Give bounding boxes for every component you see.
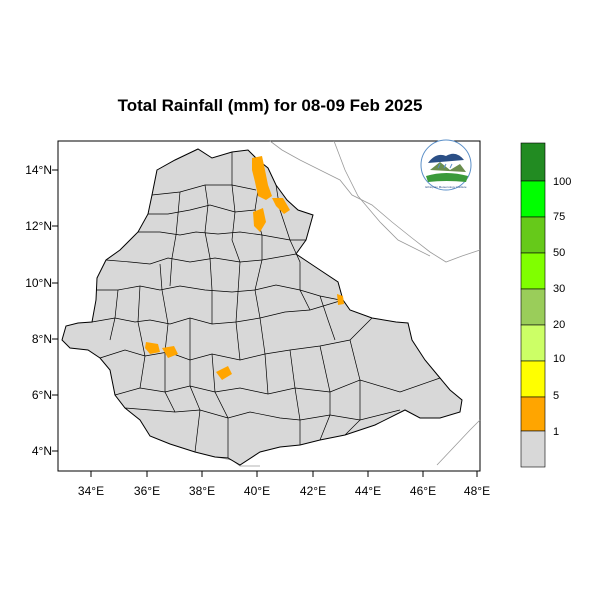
rainfall-legend: 100 75 50 30 20 10 5 1 xyxy=(520,142,571,468)
legend-swatch-20 xyxy=(520,288,546,326)
legend-label: 50 xyxy=(553,247,565,259)
lon-tick-label: 42°E xyxy=(300,484,326,498)
admin-boundaries xyxy=(91,152,441,458)
lat-tick-label: 8°N xyxy=(32,332,52,346)
lat-ticks xyxy=(52,169,58,452)
legend-swatch-75 xyxy=(520,180,546,218)
lon-tick-label: 40°E xyxy=(244,484,270,498)
lon-tick-label: 36°E xyxy=(134,484,160,498)
legend-label: 20 xyxy=(553,319,565,331)
logo-text: Ethiopian Meteorology Institute xyxy=(425,185,467,189)
legend-label: 75 xyxy=(553,211,565,223)
map-title: Total Rainfall (mm) for 08-09 Feb 2025 xyxy=(117,96,423,115)
legend-swatch-30 xyxy=(520,252,546,290)
lon-ticks xyxy=(90,471,478,477)
legend-label: 5 xyxy=(553,390,559,402)
legend-label: 10 xyxy=(553,353,565,365)
legend-label: 30 xyxy=(553,283,565,295)
institute-logo: Ethiopian Meteorology Institute xyxy=(420,139,472,191)
legend-swatch-5 xyxy=(520,360,546,398)
lon-tick-label: 38°E xyxy=(189,484,215,498)
legend-swatch-100 xyxy=(520,142,546,182)
lat-tick-label: 14°N xyxy=(25,163,52,177)
lon-tick-label: 34°E xyxy=(78,484,104,498)
lat-tick-label: 12°N xyxy=(25,219,52,233)
legend-label: 1 xyxy=(553,426,559,438)
country-outline xyxy=(61,148,463,466)
rainfall-areas xyxy=(145,156,344,380)
lat-tick-label: 10°N xyxy=(25,276,52,290)
lat-tick-label: 6°N xyxy=(32,388,52,402)
lon-tick-label: 48°E xyxy=(464,484,490,498)
legend-swatch-below xyxy=(520,430,546,468)
legend-swatch-50 xyxy=(520,216,546,254)
lat-tick-label: 4°N xyxy=(32,444,52,458)
legend-swatch-10 xyxy=(520,324,546,362)
lon-tick-label: 46°E xyxy=(410,484,436,498)
lon-tick-label: 44°E xyxy=(355,484,381,498)
legend-swatch-1 xyxy=(520,396,546,432)
legend-label: 100 xyxy=(553,176,571,188)
neighbor-borders xyxy=(215,140,481,467)
